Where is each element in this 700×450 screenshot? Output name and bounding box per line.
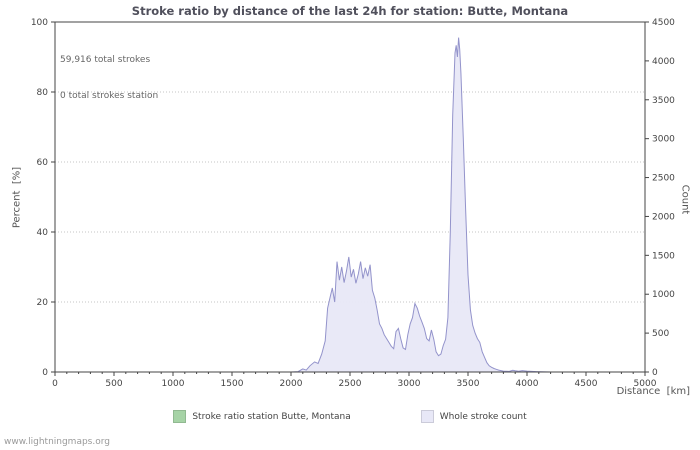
svg-text:80: 80: [37, 88, 49, 98]
legend-swatch-lavender: [420, 410, 434, 423]
y-axis-left-ticks: 0 20 40 60 80 100: [31, 18, 55, 378]
watermark-text: www.lightningmaps.org: [4, 437, 110, 447]
svg-text:2500: 2500: [652, 174, 675, 184]
chart-legend: Stroke ratio station Butte, Montana Whol…: [0, 410, 700, 423]
svg-text:0: 0: [652, 368, 658, 378]
svg-text:4500: 4500: [575, 379, 598, 389]
svg-text:1000: 1000: [162, 379, 185, 389]
legend-item-stroke-count: Whole stroke count: [420, 410, 527, 423]
svg-text:500: 500: [105, 379, 122, 389]
svg-text:3500: 3500: [652, 96, 675, 106]
svg-text:3500: 3500: [457, 379, 480, 389]
legend-label-stroke-count: Whole stroke count: [439, 411, 527, 422]
svg-text:4000: 4000: [652, 57, 675, 67]
svg-text:4000: 4000: [516, 379, 539, 389]
chart-title: Stroke ratio by distance of the last 24h…: [131, 4, 569, 18]
legend-swatch-green: [173, 410, 187, 423]
y-axis-right-label: Count: [679, 184, 691, 215]
svg-text:3000: 3000: [398, 379, 421, 389]
svg-text:1500: 1500: [221, 379, 244, 389]
legend-item-stroke-ratio: Stroke ratio station Butte, Montana: [173, 410, 351, 423]
svg-text:4500: 4500: [652, 18, 675, 28]
svg-text:3000: 3000: [652, 135, 675, 145]
station-strokes-annotation: 0 total strokes station: [60, 91, 159, 101]
svg-text:2000: 2000: [652, 212, 675, 222]
svg-text:2500: 2500: [339, 379, 362, 389]
svg-text:2000: 2000: [280, 379, 303, 389]
total-strokes-annotation: 59,916 total strokes: [60, 55, 151, 65]
svg-text:1500: 1500: [652, 251, 675, 261]
x-axis-label: Distance [km]: [616, 386, 690, 397]
chart-annotations: 59,916 total strokes 0 total strokes sta…: [60, 30, 158, 126]
svg-text:100: 100: [31, 18, 48, 28]
svg-text:5000: 5000: [634, 379, 657, 389]
svg-text:40: 40: [37, 228, 49, 238]
svg-text:60: 60: [37, 158, 49, 168]
svg-text:1000: 1000: [652, 290, 675, 300]
x-axis-ticks: 0 500 1000 1500 2000 2500 3000 3500 4000 4500 5000: [52, 372, 657, 389]
svg-text:0: 0: [52, 379, 58, 389]
y-axis-left-label: Percent [%]: [11, 166, 23, 229]
svg-text:500: 500: [652, 329, 669, 339]
svg-text:0: 0: [42, 368, 48, 378]
svg-text:20: 20: [37, 298, 49, 308]
legend-label-stroke-ratio: Stroke ratio station Butte, Montana: [192, 411, 351, 422]
y-axis-right-ticks: 0 500 1000 1500 2000 2500 3000 3500 4000 4500: [645, 18, 675, 378]
